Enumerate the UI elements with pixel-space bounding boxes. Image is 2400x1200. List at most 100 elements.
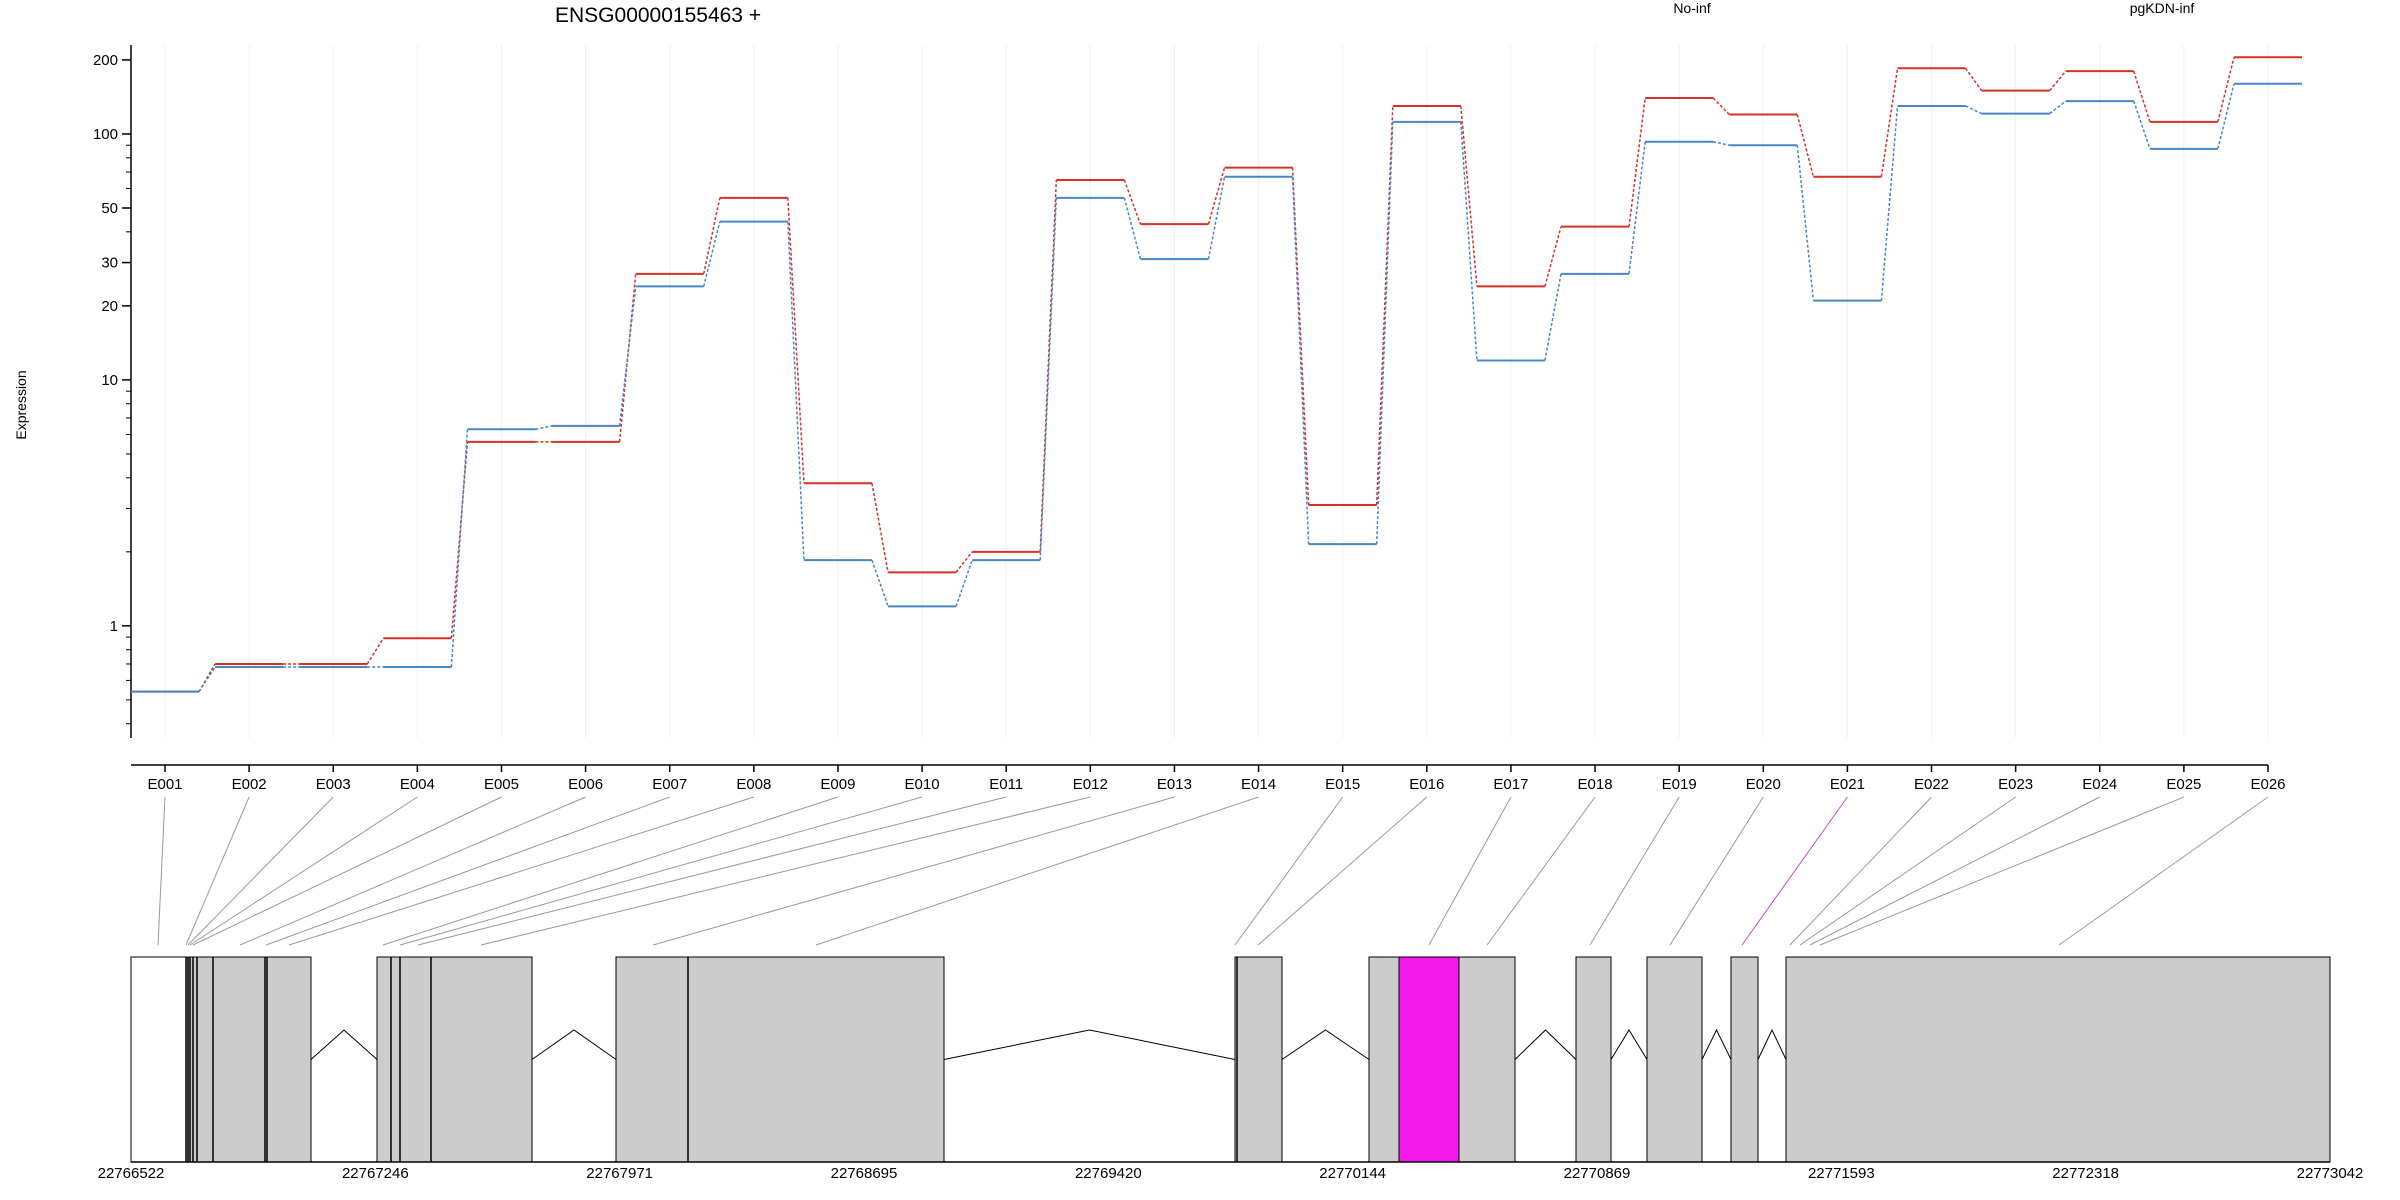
x-tick-label: E003 (316, 776, 351, 793)
series-connector (955, 551, 973, 573)
x-tick-label: E021 (1830, 776, 1865, 793)
x-tick-label: E016 (1409, 776, 1444, 793)
exon-connector (157, 796, 166, 946)
legend-entry-pgkdn-inf: pgKDN-inf (2130, 0, 2195, 16)
series-connector (702, 197, 721, 274)
coordinate-label: 22767971 (586, 1165, 653, 1182)
x-tick-label: E007 (652, 776, 687, 793)
exon-connector (399, 796, 923, 946)
exon-connector (239, 796, 586, 946)
x-tick-label: E015 (1325, 776, 1360, 793)
x-tick-label: E025 (2166, 776, 2201, 793)
coordinate-label: 22769420 (1075, 1165, 1142, 1182)
coordinate-label: 22772318 (2052, 1165, 2119, 1182)
series-connector (1460, 121, 1478, 361)
series-connector (1039, 179, 1058, 552)
intron-line (1610, 1029, 1648, 1060)
x-tick-label: E001 (147, 776, 182, 793)
series-connector (1544, 226, 1562, 287)
exon-connector (189, 796, 418, 946)
exon-connector (1799, 796, 2016, 946)
x-tick-label: E019 (1662, 776, 1697, 793)
series-connector (198, 666, 216, 693)
x-tick-label: E002 (232, 776, 267, 793)
exon-block (1785, 956, 2331, 1163)
exon-connector (2058, 796, 2269, 946)
exon-block (1646, 956, 1703, 1163)
exon-connector (815, 796, 1259, 946)
exon-connector (382, 796, 839, 946)
coordinate-label: 22770869 (1564, 1165, 1631, 1182)
x-tick-label: E017 (1493, 776, 1528, 793)
series-connector (618, 273, 637, 442)
exon-connector (1486, 796, 1596, 946)
x-tick-label: E010 (905, 776, 940, 793)
series-connector (2217, 57, 2235, 123)
series-connector (1207, 167, 1226, 225)
x-tick-label: E022 (1914, 776, 1949, 793)
series-connector (1544, 273, 1562, 361)
exon-connector (1789, 796, 1932, 946)
series-pgkdn-inf (131, 82, 2302, 693)
series-connector (787, 197, 805, 484)
y-tick-label: 30 (101, 255, 118, 272)
exon-connector (1234, 796, 1344, 946)
x-tick-label: E012 (1073, 776, 1108, 793)
genomic-coordinates: 22766522 22767246 22767971 22768695 22769420… (98, 1165, 2364, 1182)
series-no-inf (131, 56, 2302, 693)
x-tick-label: E005 (484, 776, 519, 793)
coordinate-label: 22771593 (1808, 1165, 1875, 1182)
series-connector (1796, 114, 1815, 177)
utr-region (130, 956, 187, 1163)
series-connector (955, 559, 973, 607)
exon-connector (652, 796, 1175, 946)
x-tick-label: E004 (400, 776, 435, 793)
intron-line (1281, 1029, 1370, 1060)
series-connector (1375, 121, 1394, 545)
exon-connector (185, 796, 250, 946)
y-tick-label: 100 (93, 126, 118, 143)
series-connector (871, 559, 889, 607)
vertical-grid (164, 45, 2269, 738)
series-connector (1713, 140, 1730, 146)
x-tick-label: E018 (1578, 776, 1613, 793)
series-connector (1712, 97, 1730, 116)
exon-block (1575, 956, 1612, 1163)
series-connector (1039, 197, 1058, 561)
exon-connectors (157, 796, 2269, 946)
exon-connector (1589, 796, 1680, 946)
coordinate-label: 22767246 (342, 1165, 409, 1182)
exon-connector (480, 796, 1091, 946)
x-tick-label: E023 (1998, 776, 2033, 793)
series-connector (1964, 67, 1983, 92)
x-tick-label: E024 (2082, 776, 2117, 793)
x-tick-label: E014 (1241, 776, 1276, 793)
series-connector (2049, 70, 2067, 92)
exon-connector (1669, 796, 1764, 946)
gene-model (130, 956, 2331, 1163)
exon-block (615, 956, 945, 1163)
x-tick-label: E020 (1746, 776, 1781, 793)
coordinate-label: 22766522 (98, 1165, 165, 1182)
series-lines (131, 56, 2302, 693)
x-tick-label: E026 (2250, 776, 2285, 793)
x-tick-label: E006 (568, 776, 603, 793)
exon-block (376, 956, 533, 1163)
exon-connector (265, 796, 670, 946)
coordinate-label: 22773042 (2297, 1165, 2364, 1182)
exon-block (185, 956, 312, 1163)
x-tick-label: E008 (736, 776, 771, 793)
series-connector (1796, 145, 1815, 301)
y-tick-label: 1 (110, 618, 118, 635)
series-connector (2049, 100, 2067, 115)
series-connector (2133, 100, 2151, 150)
y-axis-label: Expression (13, 370, 29, 439)
series-connector (1123, 197, 1142, 260)
y-tick-label: 20 (101, 298, 118, 315)
exon-connector (1428, 796, 1512, 946)
series-connector (618, 286, 637, 427)
series-connector (1291, 176, 1310, 545)
coordinate-label: 22770144 (1319, 1165, 1386, 1182)
series-connector (1460, 105, 1478, 287)
